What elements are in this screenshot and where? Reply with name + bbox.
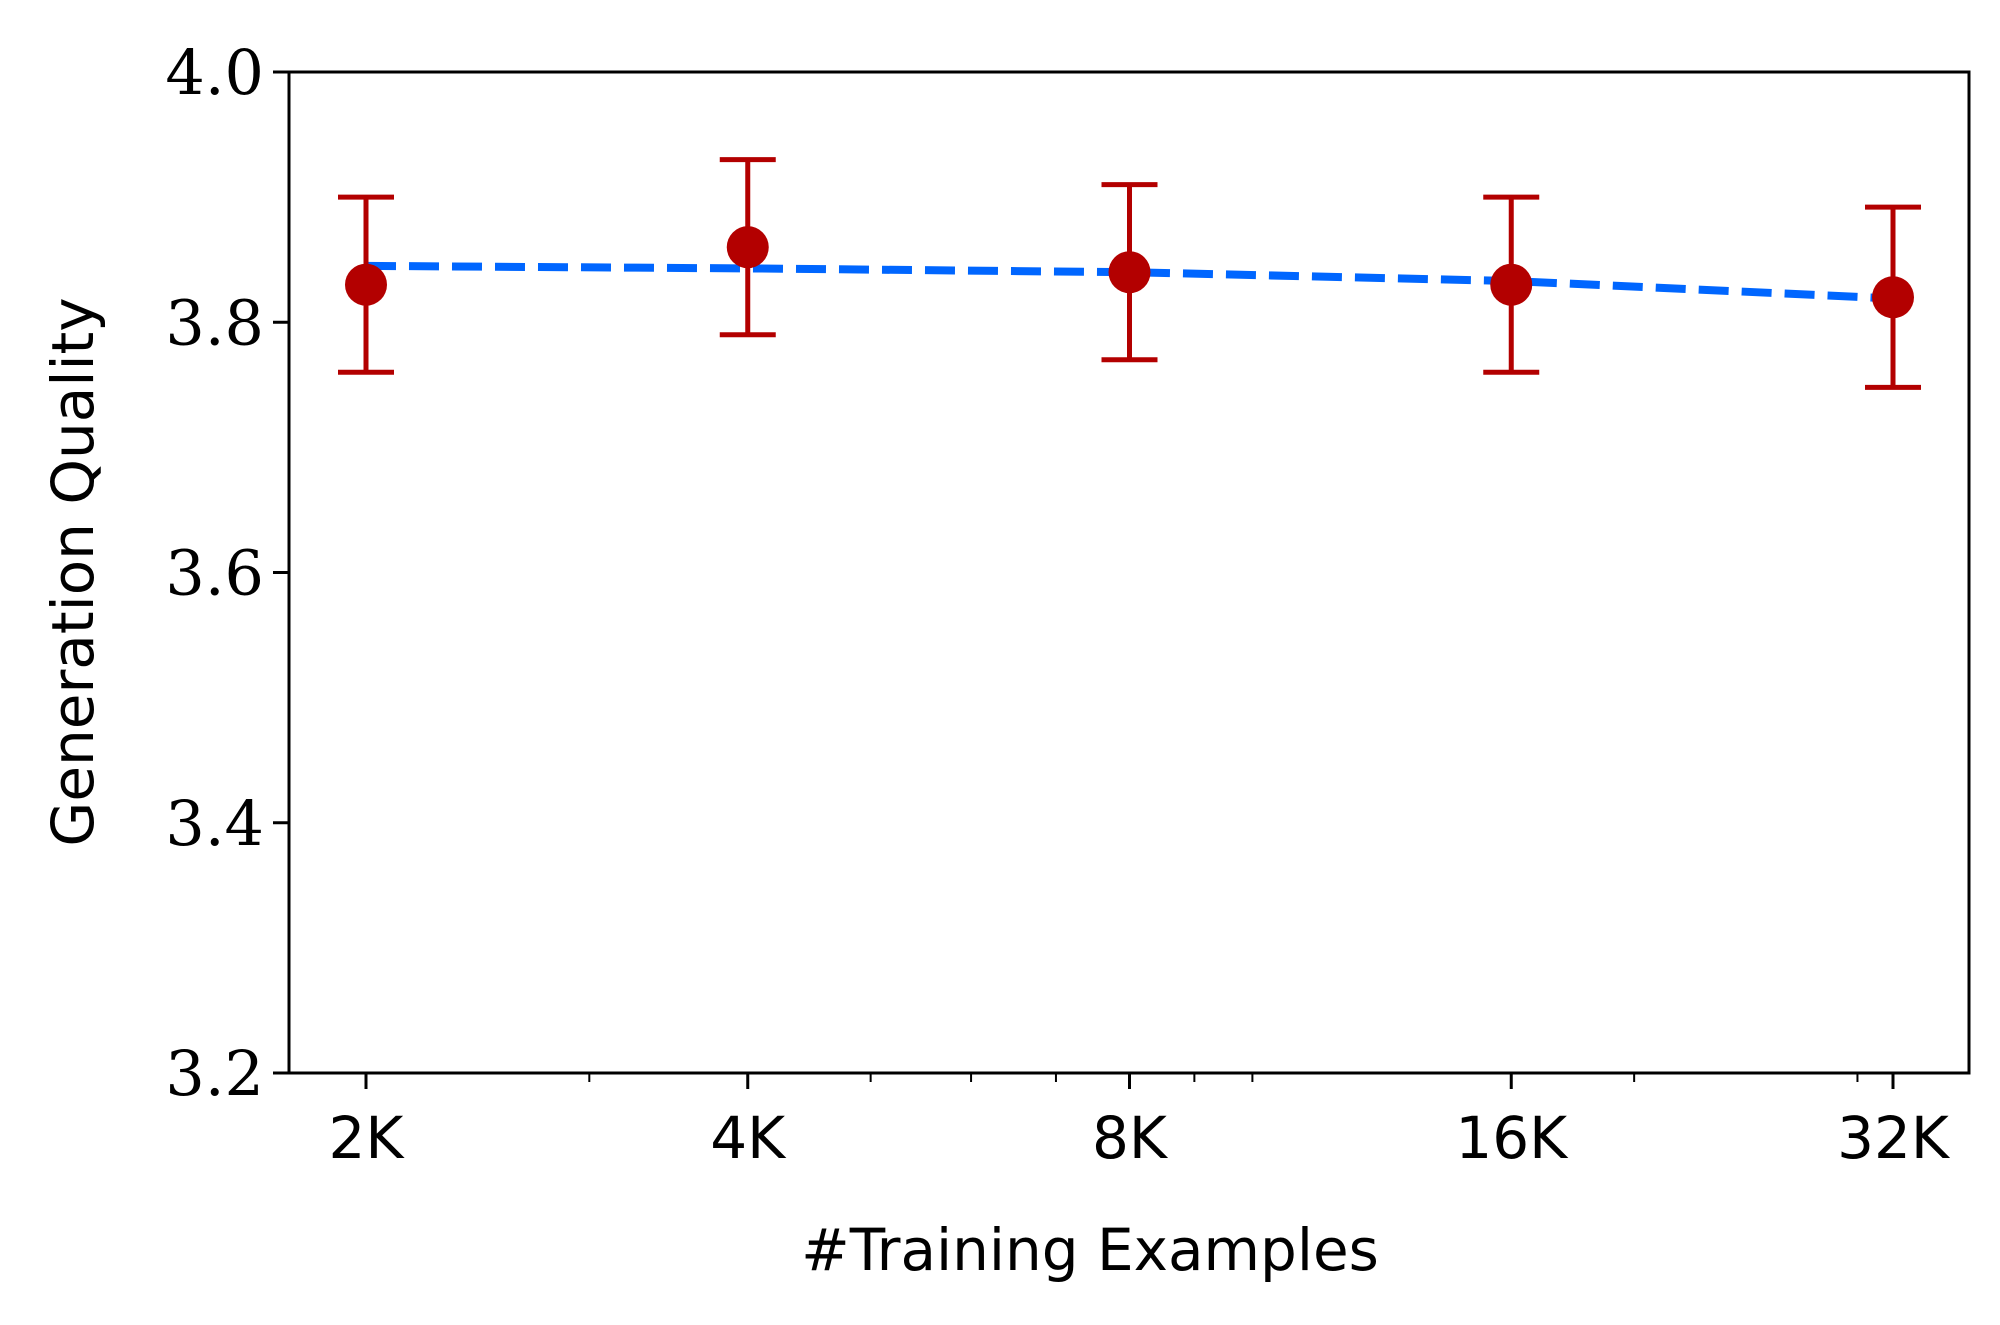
y-tick-label: 3.8 — [165, 286, 264, 359]
y-tick-label: 4.0 — [165, 36, 264, 109]
data-point — [726, 226, 769, 269]
y-axis-ticks: 3.2 3.4 3.6 3.8 4.0 — [165, 36, 289, 1110]
y-tick-label: 3.2 — [165, 1037, 264, 1110]
y-tick-label: 3.6 — [165, 537, 264, 610]
x-tick-label: 16K — [1455, 1104, 1569, 1172]
data-point — [1490, 263, 1533, 306]
trend-layer — [365, 261, 1894, 303]
x-tick-label: 2K — [329, 1104, 406, 1172]
data-point — [345, 263, 387, 306]
y-axis-label: Generation Quality — [39, 297, 107, 846]
trend-line — [365, 261, 1894, 303]
x-tick-label: 4K — [710, 1104, 787, 1172]
x-axis-ticks: 2K 4K 8K 16K 32K — [329, 1073, 1951, 1172]
data-point — [1872, 276, 1914, 319]
x-tick-label: 32K — [1837, 1104, 1951, 1172]
x-axis-label: #Training Examples — [801, 1216, 1379, 1284]
x-tick-label: 8K — [1092, 1104, 1169, 1172]
point-layer — [345, 226, 1914, 319]
data-point — [1108, 251, 1151, 294]
y-tick-label: 3.4 — [165, 787, 264, 860]
